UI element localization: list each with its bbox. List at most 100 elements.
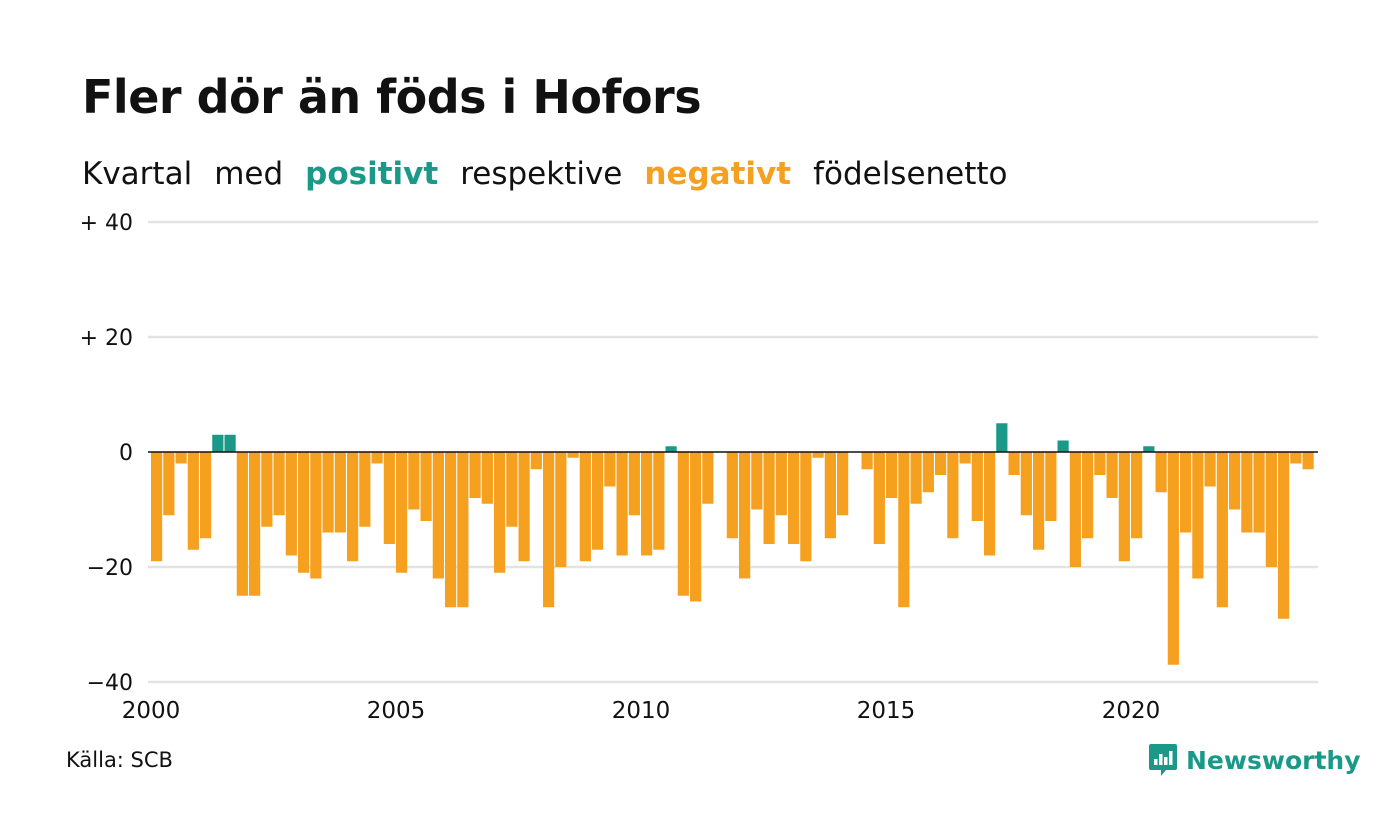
bar-negative [469, 452, 481, 498]
brand-name: Newsworthy [1186, 745, 1361, 775]
bar-positive [212, 434, 224, 452]
bar-negative [690, 452, 702, 602]
bar-negative [1290, 452, 1302, 464]
bar-negative [408, 452, 420, 510]
bar-negative [249, 452, 261, 596]
bar-negative [1155, 452, 1167, 493]
bar-negative [763, 452, 775, 544]
bar-negative [702, 452, 714, 504]
bar-negative [1131, 452, 1143, 539]
bar-negative [273, 452, 285, 516]
bar-negative [653, 452, 665, 550]
bar-negative [579, 452, 591, 562]
bar-negative [200, 452, 212, 539]
bar-negative [445, 452, 457, 608]
bar-negative [396, 452, 408, 573]
bar-negative [543, 452, 555, 608]
bar-negative [457, 452, 469, 608]
subtitle-word-med: med [214, 156, 284, 192]
bar-negative [1192, 452, 1204, 579]
x-tick-label: 2010 [612, 698, 671, 724]
bar-negative [359, 452, 371, 527]
bar-negative [494, 452, 506, 573]
bar-negative [1106, 452, 1118, 498]
bar-negative [1265, 452, 1277, 567]
grid-lines [148, 220, 1318, 684]
bar-negative [898, 452, 910, 608]
bar-negative [1008, 452, 1020, 475]
x-axis-labels: 2000 2005 2010 2015 2020 [122, 698, 1161, 724]
bar-negative [334, 452, 346, 533]
bar-negative [420, 452, 432, 521]
bar-negative [616, 452, 628, 556]
bar-negative [1302, 452, 1314, 470]
bar-negative [592, 452, 604, 550]
bar-negative [922, 452, 934, 493]
bar-negative [959, 452, 971, 464]
bar-negative [1241, 452, 1253, 533]
bar-negative [751, 452, 763, 510]
bar-negative [800, 452, 812, 562]
bar-negative [726, 452, 738, 539]
bar-negative [1229, 452, 1241, 510]
bar-negative [506, 452, 518, 527]
bar-negative [518, 452, 530, 562]
subtitle-word-fodelsenetto: födelsenetto [813, 156, 1008, 192]
bar-positive [1143, 446, 1155, 452]
bar-negative [935, 452, 947, 475]
subtitle-negative-label: negativt [644, 156, 792, 192]
bar-negative [567, 452, 579, 458]
bar-negative [1045, 452, 1057, 521]
bar-negative [1204, 452, 1216, 487]
bar-negative [641, 452, 653, 556]
bar-negative [347, 452, 359, 562]
bar-negative [1216, 452, 1228, 608]
bar-negative [298, 452, 310, 573]
bar-negative [812, 452, 824, 458]
bar-negative [1118, 452, 1130, 562]
x-tick-label: 2000 [122, 698, 181, 724]
bar-negative [861, 452, 873, 470]
y-tick-label: −40 [87, 671, 133, 696]
bar-negative [261, 452, 273, 527]
bar-positive [1057, 440, 1069, 452]
y-tick-label: −20 [87, 556, 133, 581]
bar-negative [837, 452, 849, 516]
y-axis-labels: + 40 + 20 0 −20 −40 [80, 211, 133, 696]
bar-negative [555, 452, 567, 567]
bar-negative [163, 452, 175, 516]
subtitle-word-kvartal: Kvartal [82, 156, 193, 192]
bar-negative [1167, 452, 1179, 665]
bar-negative [1069, 452, 1081, 567]
bar-negative [628, 452, 640, 516]
brand-logo: Newsworthy [1148, 742, 1361, 778]
bar-negative [530, 452, 542, 470]
bar-negative [236, 452, 248, 596]
bar-negative [824, 452, 836, 539]
x-tick-label: 2015 [857, 698, 916, 724]
bar-negative [788, 452, 800, 544]
bar-negative [310, 452, 322, 579]
y-tick-label: + 40 [80, 211, 133, 236]
bar-negative [947, 452, 959, 539]
bar-negative [1278, 452, 1290, 619]
source-label: Källa: SCB [66, 748, 173, 772]
subtitle-positive-label: positivt [305, 156, 439, 192]
newsworthy-logo-icon [1149, 744, 1177, 776]
x-tick-label: 2020 [1102, 698, 1161, 724]
bar-negative [1033, 452, 1045, 550]
bar-negative [322, 452, 334, 533]
bars [151, 423, 1314, 665]
bar-negative [1253, 452, 1265, 533]
subtitle-word-respektive: respektive [460, 156, 623, 192]
bar-negative [971, 452, 983, 521]
bar-negative [1082, 452, 1094, 539]
bar-negative [285, 452, 297, 556]
bar-negative [604, 452, 616, 487]
bar-positive [665, 446, 677, 452]
bar-negative [151, 452, 163, 562]
bar-negative [175, 452, 187, 464]
bar-negative [739, 452, 751, 579]
x-tick-label: 2005 [367, 698, 426, 724]
